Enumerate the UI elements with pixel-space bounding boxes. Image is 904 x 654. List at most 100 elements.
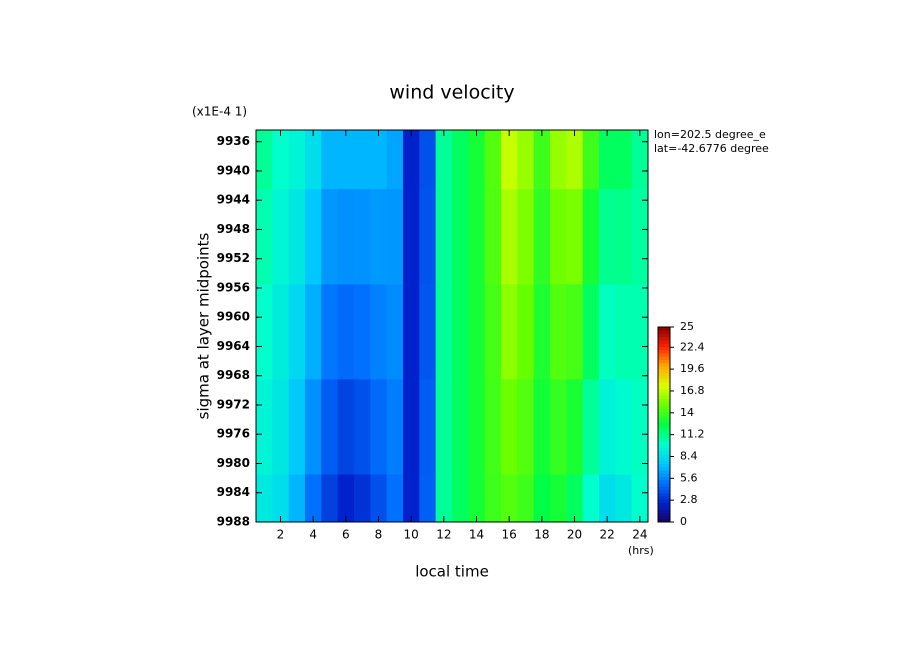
- heat-cell: [566, 474, 584, 523]
- y-tick-label: 9944: [217, 193, 250, 207]
- heat-cell: [288, 474, 306, 523]
- heat-cell: [403, 130, 420, 190]
- heat-cell: [305, 379, 322, 475]
- heat-cell: [321, 284, 339, 380]
- heat-cell: [599, 284, 616, 380]
- heat-cell: [386, 189, 404, 285]
- colorbar-swatch: [658, 502, 670, 507]
- heat-cell: [631, 189, 649, 285]
- heat-cell: [288, 189, 306, 285]
- heat-cell: [435, 189, 453, 285]
- x-tick-label: 16: [502, 528, 517, 542]
- heat-cell: [452, 379, 469, 475]
- colorbar-swatch: [658, 453, 670, 458]
- heat-cell: [386, 284, 404, 380]
- colorbar-swatch: [658, 418, 670, 422]
- heat-cell: [354, 130, 371, 190]
- heat-cell: [582, 474, 600, 523]
- colorbar-swatch: [658, 349, 670, 354]
- colorbar-swatch: [658, 444, 670, 448]
- colorbar-swatch: [658, 450, 670, 455]
- heat-cell: [615, 474, 633, 523]
- colorbar-swatch: [658, 515, 670, 520]
- heat-cell: [599, 379, 616, 475]
- heat-cell: [370, 189, 388, 285]
- heat-cell: [468, 474, 486, 523]
- heat-cell: [256, 284, 273, 380]
- heat-cell: [256, 474, 273, 523]
- x-unit: (hrs): [628, 544, 654, 557]
- x-tick-label: 2: [277, 528, 285, 542]
- heat-cell: [419, 130, 437, 190]
- heat-cell: [354, 284, 371, 380]
- annotation: lon=202.5 degree_e: [654, 128, 766, 141]
- heat-cell: [517, 474, 535, 523]
- colorbar-swatch: [658, 431, 670, 435]
- heat-cell: [288, 130, 306, 190]
- colorbar-swatch: [658, 382, 670, 386]
- x-tick-label: 18: [534, 528, 549, 542]
- colorbar-swatch: [658, 424, 670, 429]
- heat-cell: [354, 189, 371, 285]
- heat-cell: [321, 130, 339, 190]
- y-tick-label: 9956: [217, 280, 250, 294]
- colorbar-swatch: [658, 395, 670, 399]
- y-tick-label: 9988: [217, 515, 250, 529]
- heat-cell: [582, 284, 600, 380]
- heat-cell: [582, 130, 600, 190]
- heat-cell: [517, 284, 535, 380]
- colorbar-tick-label: 16.8: [680, 384, 705, 397]
- heat-cell: [305, 284, 322, 380]
- heat-cell: [370, 379, 388, 475]
- chart-title: wind velocity: [389, 82, 514, 104]
- y-tick-label: 9960: [217, 310, 250, 324]
- heat-cell: [550, 284, 567, 380]
- scale-note: (x1E-4 1): [192, 105, 247, 119]
- heat-cell: [517, 189, 535, 285]
- colorbar-swatch: [658, 518, 670, 523]
- colorbar-swatch: [658, 388, 670, 393]
- colorbar-swatch: [658, 362, 670, 367]
- colorbar-tick-label: 0: [680, 515, 687, 528]
- colorbar-swatch: [658, 366, 670, 370]
- colorbar-tick-label: 19.6: [680, 362, 705, 375]
- heat-cell: [599, 189, 616, 285]
- heat-cell: [631, 130, 649, 190]
- colorbar-frame: [657, 326, 671, 523]
- heat-cell: [484, 379, 502, 475]
- colorbar-swatch: [658, 372, 670, 377]
- colorbar-tick-label: 5.6: [680, 471, 698, 484]
- heat-cell: [272, 189, 290, 285]
- heat-cell: [321, 189, 339, 285]
- colorbar-swatch: [658, 427, 670, 432]
- colorbar-swatch: [658, 447, 670, 451]
- heat-cell: [305, 474, 322, 523]
- heat-cell: [386, 379, 404, 475]
- heat-cell: [533, 284, 551, 380]
- colorbar-swatch: [658, 405, 670, 409]
- heat-cell: [599, 474, 616, 523]
- colorbar-swatch: [658, 340, 670, 344]
- colorbar-tick-label: 2.8: [680, 493, 698, 506]
- heat-cell: [517, 130, 535, 190]
- heat-cell: [288, 284, 306, 380]
- x-tick-label: 24: [632, 528, 647, 542]
- heat-cell: [468, 284, 486, 380]
- heat-cell: [354, 379, 371, 475]
- colorbar-swatch: [658, 457, 670, 461]
- colorbar-swatch: [658, 479, 670, 484]
- heat-cell: [533, 379, 551, 475]
- heat-cell: [501, 474, 518, 523]
- colorbar-swatch: [658, 460, 670, 464]
- heat-cell: [354, 474, 371, 523]
- x-tick-label: 12: [436, 528, 451, 542]
- colorbar-swatch: [658, 330, 670, 334]
- colorbar-swatch: [658, 509, 670, 513]
- colorbar-swatch: [658, 463, 670, 468]
- heat-cell: [403, 284, 420, 380]
- colorbar-swatch: [658, 353, 670, 357]
- heat-cell: [403, 474, 420, 523]
- heat-cell: [435, 379, 453, 475]
- heat-cell: [272, 130, 290, 190]
